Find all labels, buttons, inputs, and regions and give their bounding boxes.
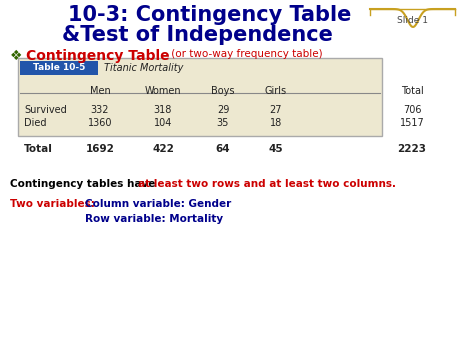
Text: (or two-way frequency table): (or two-way frequency table) bbox=[168, 49, 323, 59]
Text: Contingency tables have: Contingency tables have bbox=[10, 179, 159, 189]
Text: Row variable: Mortality: Row variable: Mortality bbox=[85, 214, 223, 224]
Text: Column variable: Gender: Column variable: Gender bbox=[85, 199, 231, 209]
Text: Men: Men bbox=[90, 86, 110, 96]
Text: 35: 35 bbox=[217, 118, 229, 128]
Text: at least two rows and at least two columns.: at least two rows and at least two colum… bbox=[138, 179, 396, 189]
Text: Survived: Survived bbox=[24, 105, 67, 115]
Text: 332: 332 bbox=[91, 105, 109, 115]
Text: Total: Total bbox=[24, 144, 53, 154]
Text: Two variables:: Two variables: bbox=[10, 199, 99, 209]
Text: 318: 318 bbox=[154, 105, 172, 115]
Text: 1360: 1360 bbox=[88, 118, 112, 128]
Text: 422: 422 bbox=[152, 144, 174, 154]
Text: Women: Women bbox=[145, 86, 182, 96]
Text: &Test of Independence: &Test of Independence bbox=[62, 25, 332, 45]
Text: 706: 706 bbox=[403, 105, 421, 115]
Text: Contingency Table: Contingency Table bbox=[26, 49, 170, 63]
Text: Titanic Mortality: Titanic Mortality bbox=[104, 63, 183, 73]
Text: 2223: 2223 bbox=[398, 144, 427, 154]
Text: Girls: Girls bbox=[265, 86, 287, 96]
Text: Boys: Boys bbox=[211, 86, 235, 96]
FancyBboxPatch shape bbox=[20, 61, 98, 75]
Text: 1692: 1692 bbox=[86, 144, 114, 154]
Text: Total: Total bbox=[401, 86, 423, 96]
Text: ❖: ❖ bbox=[10, 49, 22, 63]
Text: 27: 27 bbox=[270, 105, 282, 115]
FancyBboxPatch shape bbox=[18, 58, 382, 136]
Text: 1517: 1517 bbox=[400, 118, 424, 128]
Text: 18: 18 bbox=[270, 118, 282, 128]
Text: 104: 104 bbox=[154, 118, 172, 128]
Text: 29: 29 bbox=[217, 105, 229, 115]
Text: 45: 45 bbox=[269, 144, 283, 154]
Text: 64: 64 bbox=[216, 144, 230, 154]
Text: Slide 1: Slide 1 bbox=[398, 16, 428, 25]
Text: 10-3: Contingency Table: 10-3: Contingency Table bbox=[68, 5, 352, 25]
Text: Table 10-5: Table 10-5 bbox=[33, 63, 85, 73]
Text: Died: Died bbox=[24, 118, 46, 128]
